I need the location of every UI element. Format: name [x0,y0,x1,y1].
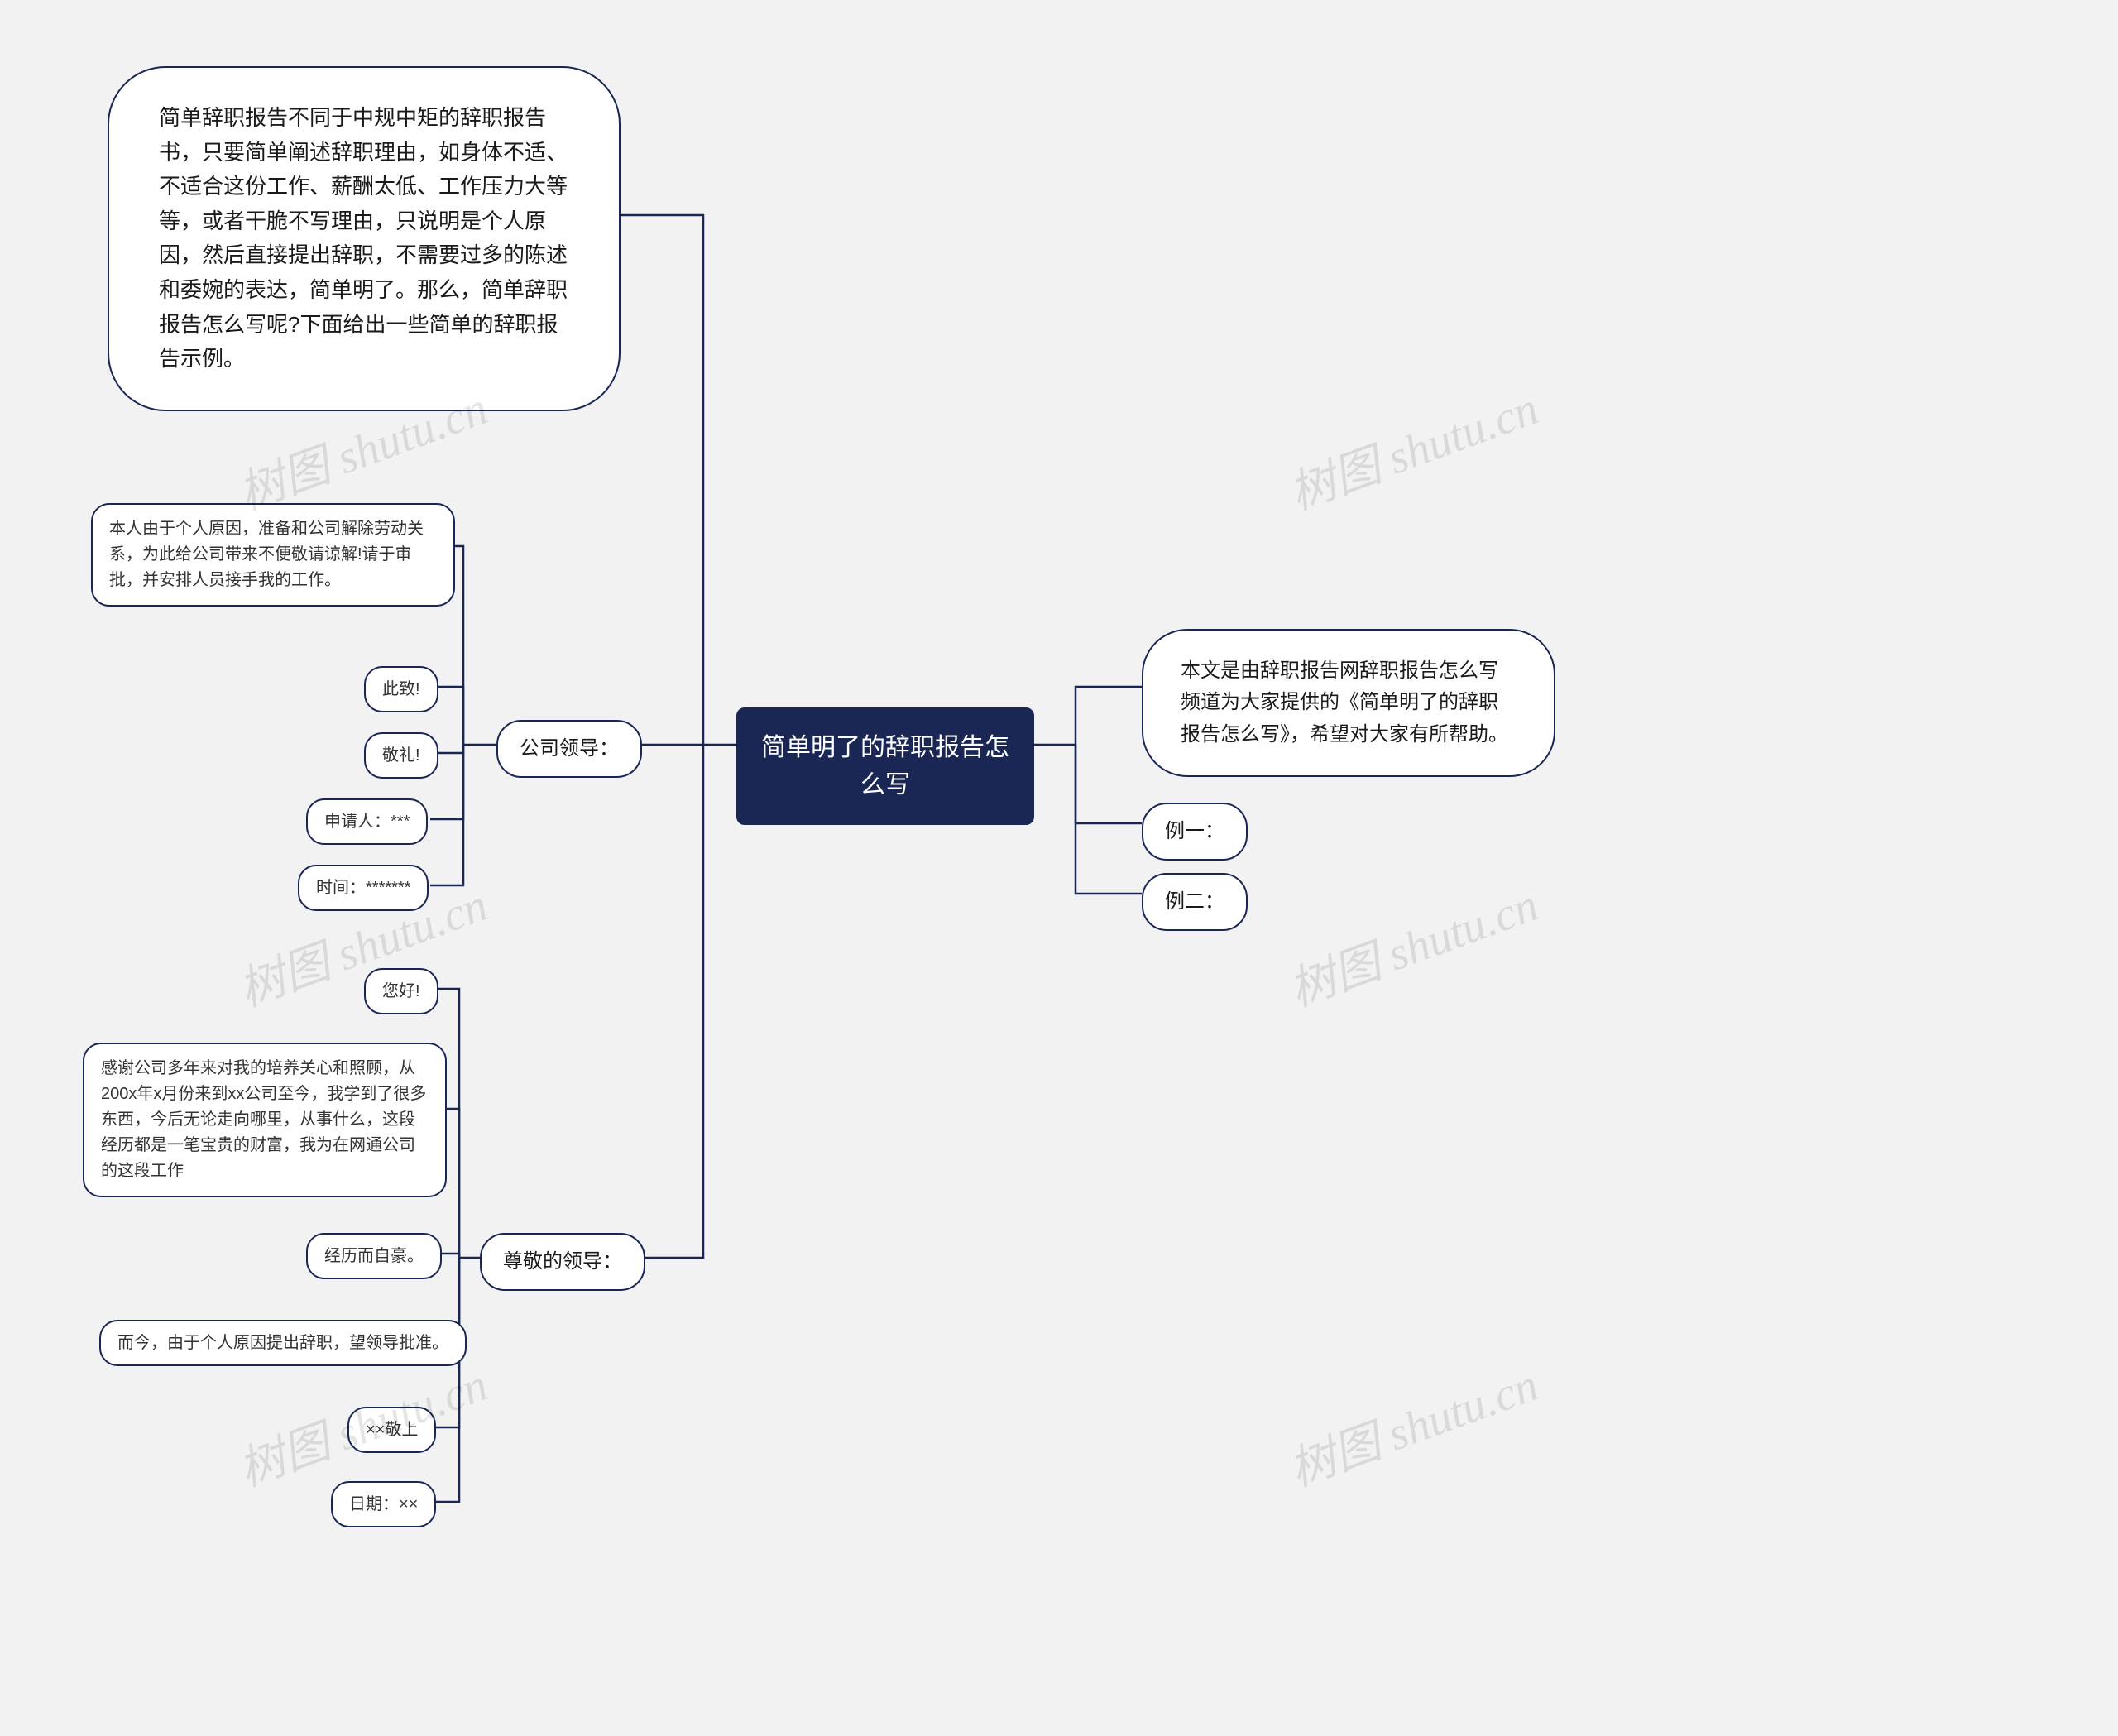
company-child-1[interactable]: 此致! [364,666,438,712]
branch-leader-label[interactable]: 尊敬的领导： [480,1233,645,1291]
leader-child-1[interactable]: 感谢公司多年来对我的培养关心和照顾，从200x年x月份来到xx公司至今，我学到了… [83,1043,447,1197]
right-item-1[interactable]: 例二： [1142,873,1248,931]
company-child-0[interactable]: 本人由于个人原因，准备和公司解除劳动关系，为此给公司带来不便敬请谅解!请于审批，… [91,503,455,607]
left-intro-node[interactable]: 简单辞职报告不同于中规中矩的辞职报告书，只要简单阐述辞职理由，如身体不适、不适合… [108,66,621,411]
watermark: 树图 shutu.cn [1279,868,1546,1020]
leader-child-2[interactable]: 经历而自豪。 [306,1233,442,1279]
leader-child-0[interactable]: 您好! [364,968,438,1014]
company-child-2[interactable]: 敬礼! [364,732,438,779]
company-child-3[interactable]: 申请人：*** [306,798,428,845]
right-item-0[interactable]: 例一： [1142,803,1248,861]
right-intro-node[interactable]: 本文是由辞职报告网辞职报告怎么写频道为大家提供的《简单明了的辞职报告怎么写》，希… [1142,629,1555,777]
root-node[interactable]: 简单明了的辞职报告怎么写 [736,707,1034,825]
watermark: 树图 shutu.cn [1279,372,1546,524]
branch-company-label[interactable]: 公司领导： [496,720,642,778]
leader-child-3[interactable]: 而今，由于个人原因提出辞职，望领导批准。 [99,1320,467,1366]
leader-child-4[interactable]: ××敬上 [347,1407,436,1453]
company-child-4[interactable]: 时间：******* [298,865,429,911]
leader-child-5[interactable]: 日期：×× [331,1481,436,1527]
watermark: 树图 shutu.cn [1279,1348,1546,1500]
